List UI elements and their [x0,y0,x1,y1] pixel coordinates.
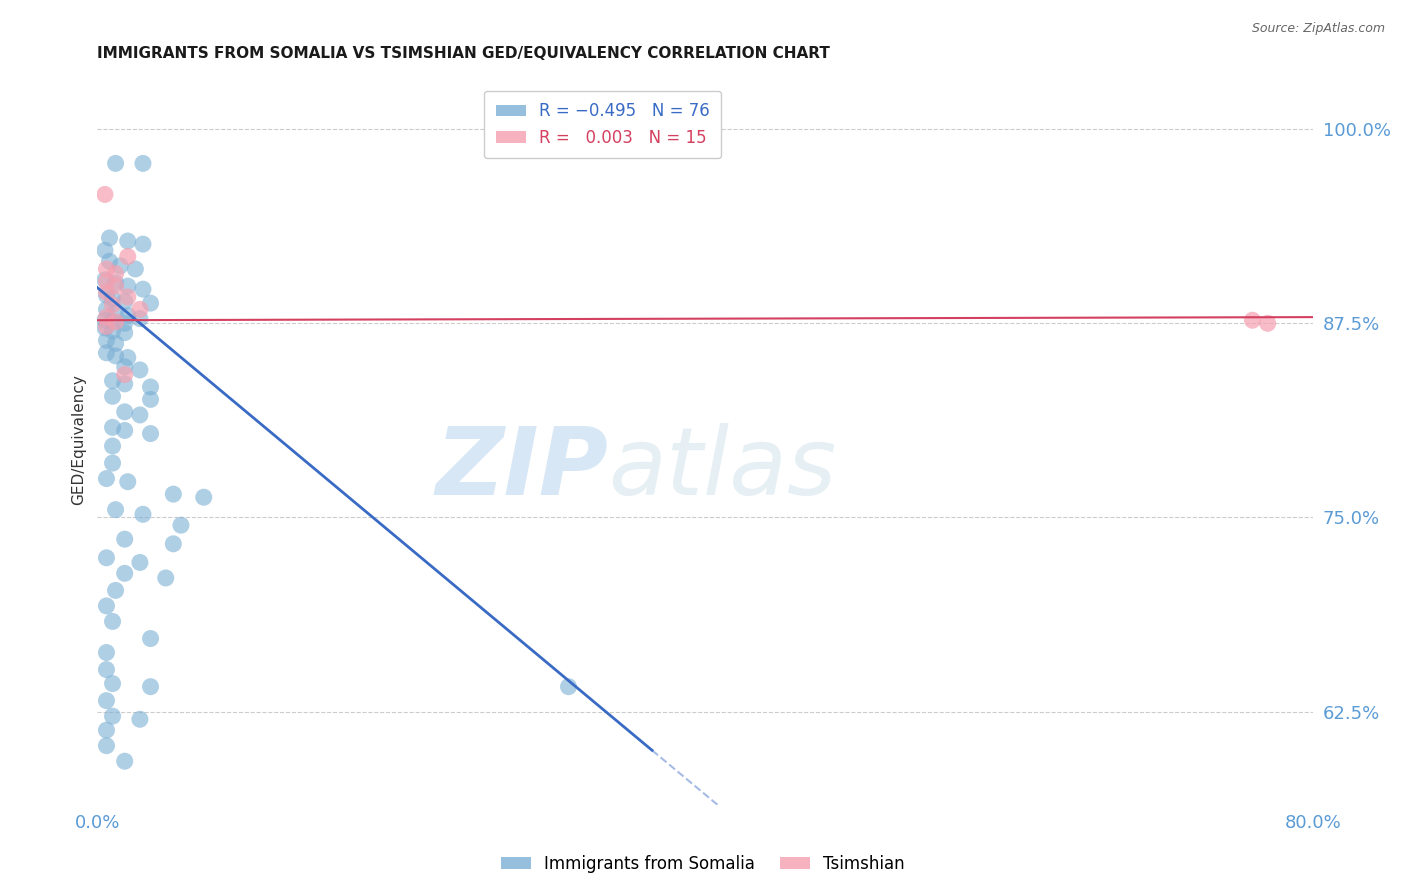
Point [94,244,117,258]
Point [155,571,177,585]
Text: atlas: atlas [607,424,837,515]
Point [117,250,139,264]
Point [94,273,117,287]
Point [98,254,121,268]
Point [96,646,118,660]
Point [96,288,118,302]
Point [96,310,118,325]
Point [96,346,118,360]
Point [117,234,139,248]
Legend: Immigrants from Somalia, Tsimshian: Immigrants from Somalia, Tsimshian [495,848,911,880]
Point [117,279,139,293]
Point [101,389,124,403]
Text: ZIP: ZIP [436,423,607,515]
Point [96,550,118,565]
Point [96,285,118,300]
Point [139,680,162,694]
Point [101,292,124,306]
Point [96,274,118,288]
Point [104,349,127,363]
Text: Source: ZipAtlas.com: Source: ZipAtlas.com [1251,22,1385,36]
Point [104,315,127,329]
Point [114,294,136,309]
Point [162,487,184,501]
Point [108,259,131,273]
Point [114,376,136,391]
Point [139,296,162,310]
Point [129,712,152,726]
Point [193,490,215,504]
Point [132,156,155,170]
Point [129,311,152,326]
Point [114,566,136,581]
Point [117,290,139,304]
Point [104,267,127,281]
Point [96,663,118,677]
Y-axis label: GED/Equivalency: GED/Equivalency [72,375,86,505]
Text: IMMIGRANTS FROM SOMALIA VS TSIMSHIAN GED/EQUIVALENCY CORRELATION CHART: IMMIGRANTS FROM SOMALIA VS TSIMSHIAN GED… [97,46,830,62]
Point [94,321,117,335]
Point [117,475,139,489]
Point [96,302,118,317]
Point [101,315,124,329]
Legend: R = −0.495   N = 76, R =   0.003   N = 15: R = −0.495 N = 76, R = 0.003 N = 15 [484,90,721,158]
Point [104,502,127,516]
Point [114,405,136,419]
Point [129,556,152,570]
Point [96,739,118,753]
Point [170,518,193,533]
Point [96,319,118,334]
Point [96,599,118,613]
Point [114,424,136,438]
Point [101,439,124,453]
Point [98,231,121,245]
Point [96,472,118,486]
Point [101,709,124,723]
Point [114,368,136,382]
Point [124,262,146,277]
Point [117,351,139,365]
Point [104,276,127,290]
Point [96,334,118,348]
Point [96,723,118,738]
Point [139,426,162,441]
Point [101,324,124,338]
Point [129,363,152,377]
Point [1241,313,1264,327]
Point [104,279,127,293]
Point [104,583,127,598]
Point [94,313,117,327]
Point [139,380,162,394]
Point [139,392,162,407]
Point [96,262,118,277]
Point [162,537,184,551]
Point [114,532,136,546]
Point [132,508,155,522]
Point [101,676,124,690]
Point [114,754,136,768]
Point [132,237,155,252]
Point [1257,316,1279,330]
Point [101,298,124,312]
Point [101,456,124,470]
Point [96,693,118,707]
Point [114,326,136,340]
Point [104,156,127,170]
Point [132,282,155,296]
Point [557,680,579,694]
Point [129,302,152,317]
Point [114,316,136,330]
Point [139,632,162,646]
Point [101,615,124,629]
Point [104,305,127,319]
Point [104,336,127,351]
Point [101,374,124,388]
Point [94,187,117,202]
Point [114,359,136,374]
Point [129,408,152,422]
Point [101,420,124,434]
Point [117,309,139,323]
